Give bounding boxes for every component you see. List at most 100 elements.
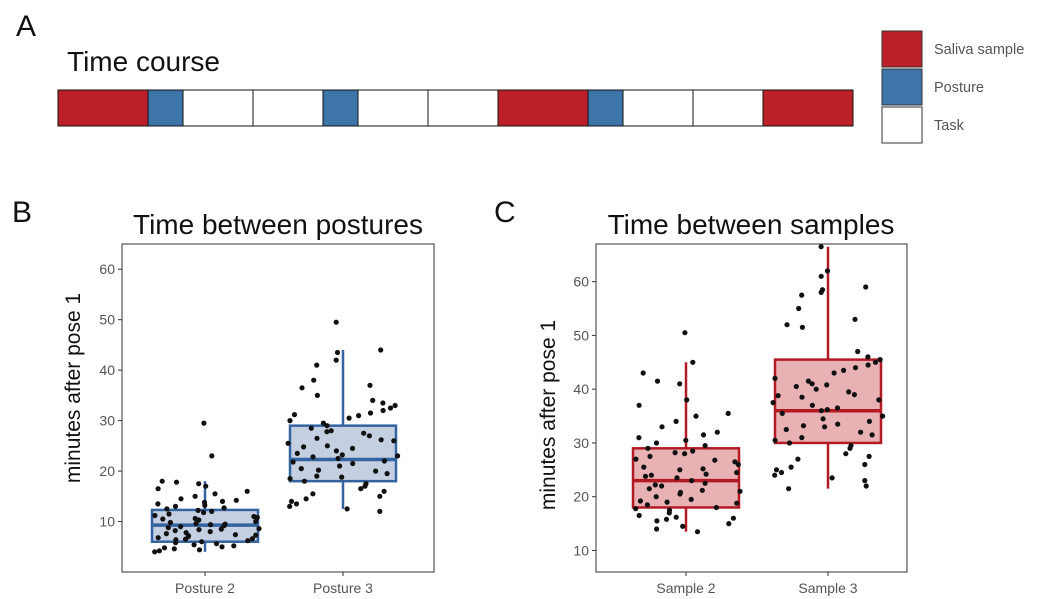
chart-c-data-point bbox=[824, 407, 830, 413]
chart-b-data-point bbox=[311, 377, 317, 383]
chart-b-data-point bbox=[294, 450, 300, 456]
chart-b-data-point bbox=[362, 483, 368, 489]
chart-c-data-point bbox=[712, 457, 718, 463]
chart-c-y-tick-label: 40 bbox=[573, 381, 589, 397]
chart-b-y-tick-label: 50 bbox=[99, 312, 115, 328]
chart-c-data-point bbox=[684, 397, 690, 403]
chart-c-data-point bbox=[863, 284, 869, 290]
chart-c-y-tick-label: 20 bbox=[573, 489, 589, 505]
timeline-segment bbox=[357, 89, 429, 127]
chart-c-data-point bbox=[683, 437, 689, 443]
chart-c-data-point bbox=[865, 362, 871, 368]
chart-b-data-point bbox=[315, 467, 322, 473]
chart-b-data-point bbox=[159, 478, 165, 484]
chart-c-data-point bbox=[869, 432, 875, 438]
chart-c-data-point bbox=[702, 480, 708, 486]
chart-b-data-point bbox=[218, 526, 224, 532]
chart-b-data-point bbox=[155, 486, 161, 492]
chart-c-data-point bbox=[852, 365, 859, 371]
chart-b-data-point bbox=[167, 519, 173, 526]
chart-b-data-point bbox=[221, 505, 227, 511]
legend-swatch bbox=[881, 30, 923, 68]
chart-c-data-point bbox=[877, 357, 883, 363]
chart-c-data-point bbox=[834, 405, 841, 411]
timeline-segment bbox=[427, 89, 499, 127]
chart-b-data-point bbox=[173, 479, 180, 485]
chart-b-data-point bbox=[339, 474, 345, 480]
chart-c-data-point bbox=[824, 382, 830, 388]
chart-b-data-point bbox=[334, 349, 341, 356]
chart-c-data-point bbox=[647, 453, 653, 459]
chart-c-data-point bbox=[654, 518, 660, 524]
chart-c-data-point bbox=[795, 456, 801, 462]
chart-c-data-point bbox=[775, 393, 781, 399]
time-course-legend: Saliva sample Posture Task bbox=[881, 30, 1024, 144]
chart-b-data-point bbox=[203, 483, 209, 489]
chart-b-data-point bbox=[192, 515, 198, 522]
timeline-segment bbox=[762, 89, 854, 127]
chart-c-data-point bbox=[786, 486, 792, 492]
chart-b-data-point bbox=[163, 531, 169, 537]
chart-c-data-point bbox=[666, 510, 672, 516]
chart-b-data-point bbox=[395, 453, 401, 459]
chart-c-data-point bbox=[799, 435, 805, 441]
chart-b-data-point bbox=[373, 468, 379, 474]
chart-b-data-point bbox=[298, 466, 304, 472]
chart-b-data-point bbox=[381, 488, 387, 494]
chart-c-data-point bbox=[653, 494, 659, 500]
chart-c-data-point bbox=[772, 437, 778, 443]
chart-c-data-point bbox=[818, 408, 825, 414]
chart-c-data-point bbox=[664, 499, 670, 505]
chart-c-data-point bbox=[786, 440, 793, 446]
chart-b-data-point bbox=[201, 509, 207, 516]
chart-c-data-point bbox=[880, 413, 886, 419]
chart-c-data-point bbox=[642, 473, 649, 479]
chart-c-data-point bbox=[633, 506, 639, 512]
chart-b-data-point bbox=[288, 498, 295, 504]
chart-c-data-point bbox=[659, 424, 665, 430]
chart-b-data-point bbox=[349, 445, 356, 451]
chart-c-data-point bbox=[689, 478, 695, 484]
chart-b-data-point bbox=[287, 418, 293, 424]
chart-c-data-point bbox=[682, 451, 688, 457]
chart-b-data-point bbox=[213, 541, 220, 547]
chart-c-data-point bbox=[636, 435, 642, 441]
chart-b-y-tick-label: 40 bbox=[99, 362, 115, 378]
chart-c-data-point bbox=[637, 498, 644, 504]
chart-c-data-point bbox=[770, 400, 776, 406]
chart-c-data-point bbox=[783, 426, 789, 433]
chart-b-data-point bbox=[333, 319, 339, 325]
chart-b-data-point bbox=[253, 532, 259, 538]
chart-b-data-point bbox=[301, 478, 308, 484]
chart-c-y-tick-label: 50 bbox=[573, 327, 589, 343]
chart-c-data-point bbox=[818, 289, 824, 295]
chart-b-data-point bbox=[314, 473, 320, 479]
chart-c-data-point bbox=[682, 330, 688, 336]
timeline-segment bbox=[322, 89, 359, 127]
chart-c-data-point bbox=[843, 451, 849, 457]
panel-a-letter: A bbox=[16, 10, 36, 43]
chart-c-data-point bbox=[829, 475, 835, 481]
chart-b-data-point bbox=[367, 382, 373, 388]
legend-swatch bbox=[881, 68, 923, 106]
chart-c-data-point bbox=[636, 512, 642, 519]
chart-c-data-point bbox=[866, 418, 873, 424]
chart-c-data-point bbox=[713, 504, 720, 511]
chart-b-data-point bbox=[308, 425, 314, 431]
chart-c-plot: 10 20 30 40 50 60 Sample 2 Sample 3 bbox=[573, 243, 908, 596]
chart-c-data-point bbox=[737, 488, 743, 494]
chart-b-data-point bbox=[378, 347, 384, 353]
timeline-segment bbox=[497, 89, 589, 127]
chart-b-data-point bbox=[232, 532, 238, 538]
chart-b-data-point bbox=[207, 529, 213, 535]
chart-b-data-point bbox=[337, 463, 343, 469]
chart-c-data-point bbox=[784, 322, 790, 328]
chart-c-data-point bbox=[852, 316, 858, 322]
chart-b-data-point bbox=[165, 525, 171, 531]
chart-c-data-point bbox=[788, 464, 794, 470]
chart-c-data-point bbox=[865, 354, 871, 360]
chart-c-data-point bbox=[855, 348, 861, 355]
chart-b-y-tick-label: 60 bbox=[99, 261, 115, 277]
chart-b-data-point bbox=[333, 357, 339, 363]
